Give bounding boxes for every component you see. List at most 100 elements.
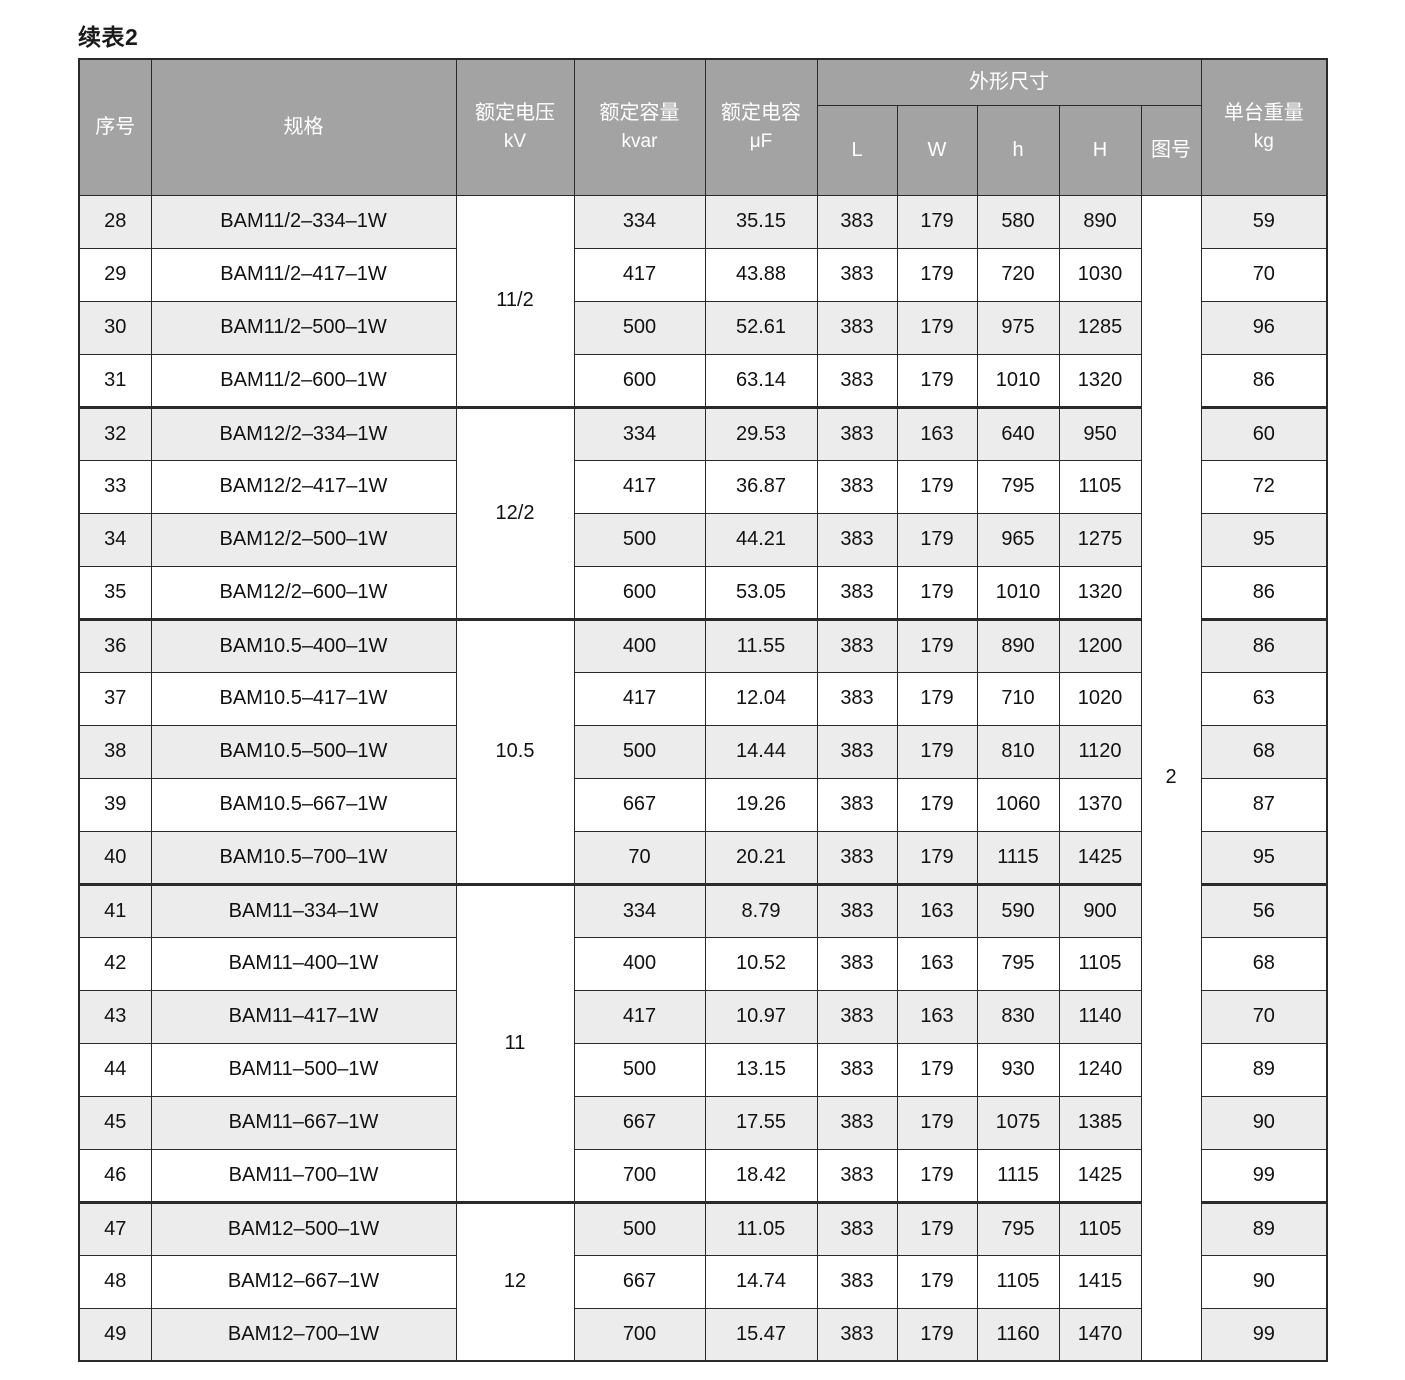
cell-capacity: 417 bbox=[573, 671, 706, 726]
cell-width: 179 bbox=[896, 724, 978, 779]
column-header-length: L bbox=[816, 104, 898, 196]
cell-height-small: 640 bbox=[976, 405, 1060, 461]
cell-height-total: 1105 bbox=[1058, 1200, 1142, 1256]
table-row: 34 BAM12/2–500–1W 500 44.21 383 179 965 1275 95 bbox=[78, 512, 1328, 567]
cell-height-total: 890 bbox=[1058, 194, 1142, 249]
cell-weight: 89 bbox=[1200, 1200, 1328, 1256]
cell-height-total: 1470 bbox=[1058, 1307, 1142, 1362]
cell-spec: BAM11/2–334–1W bbox=[150, 194, 457, 249]
table-row: 29 BAM11/2–417–1W 417 43.88 383 179 720 1030 70 bbox=[78, 247, 1328, 302]
cell-height-small: 795 bbox=[976, 936, 1060, 991]
cell-farad: 36.87 bbox=[704, 459, 818, 514]
cell-height-small: 1010 bbox=[976, 353, 1060, 408]
header-row-primary: 序号 规格 额定电压 kV 额定容量 kvar 额定电容 μF 外形尺寸 单台重… bbox=[78, 58, 1328, 196]
cell-weight: 89 bbox=[1200, 1042, 1328, 1097]
cell-length: 383 bbox=[816, 512, 898, 567]
cell-height-small: 590 bbox=[976, 882, 1060, 938]
cell-length: 383 bbox=[816, 724, 898, 779]
cell-farad: 52.61 bbox=[704, 300, 818, 355]
cell-farad: 11.55 bbox=[704, 617, 818, 673]
column-header-capacity: 额定容量 kvar bbox=[573, 58, 706, 196]
cell-weight: 56 bbox=[1200, 882, 1328, 938]
cell-capacity: 500 bbox=[573, 1042, 706, 1097]
cell-height-small: 1075 bbox=[976, 1095, 1060, 1150]
capacitor-specification-table: 序号 规格 额定电压 kV 额定容量 kvar 额定电容 μF 外形尺寸 单台重… bbox=[78, 58, 1329, 1362]
cell-height-total: 1140 bbox=[1058, 989, 1142, 1044]
cell-length: 383 bbox=[816, 1148, 898, 1203]
cell-capacity: 500 bbox=[573, 1200, 706, 1256]
cell-capacity: 667 bbox=[573, 1254, 706, 1309]
cell-capacity: 334 bbox=[573, 194, 706, 249]
cell-no: 49 bbox=[78, 1307, 152, 1362]
cell-farad: 44.21 bbox=[704, 512, 818, 567]
cell-spec: BAM11/2–417–1W bbox=[150, 247, 457, 302]
cell-width: 179 bbox=[896, 300, 978, 355]
table-row: 28 BAM11/2–334–1W 11/2 334 35.15 383 179 580 890… bbox=[78, 194, 1328, 1362]
cell-weight: 59 bbox=[1200, 194, 1328, 249]
cell-spec: BAM11–334–1W bbox=[150, 882, 457, 938]
cell-length: 383 bbox=[816, 565, 898, 620]
table-row: 32 BAM12/2–334–1W 12/2 334 29.53 383 163 640 950… bbox=[78, 405, 1328, 620]
cell-height-total: 1425 bbox=[1058, 1148, 1142, 1203]
table-row: 42 BAM11–400–1W 400 10.52 383 163 795 1105 68 bbox=[78, 936, 1328, 991]
column-header-voltage-unit: kV bbox=[503, 130, 527, 152]
cell-weight: 68 bbox=[1200, 936, 1328, 991]
cell-height-total: 1105 bbox=[1058, 459, 1142, 514]
cell-voltage: 12 bbox=[455, 1200, 575, 1362]
cell-height-small: 1115 bbox=[976, 1148, 1060, 1203]
cell-no: 40 bbox=[78, 830, 152, 885]
column-header-farad-unit: μF bbox=[749, 130, 773, 152]
cell-no: 46 bbox=[78, 1148, 152, 1203]
cell-weight: 63 bbox=[1200, 671, 1328, 726]
cell-farad: 18.42 bbox=[704, 1148, 818, 1203]
column-header-weight: 单台重量 kg bbox=[1200, 58, 1328, 196]
page-title: 续表2 bbox=[78, 24, 139, 50]
cell-height-total: 1105 bbox=[1058, 936, 1142, 991]
table-row: 38 BAM10.5–500–1W 500 14.44 383 179 810 1120 68 bbox=[78, 724, 1328, 779]
table-row: 35 BAM12/2–600–1W 600 53.05 383 179 1010 1320 86 bbox=[78, 565, 1328, 620]
cell-farad: 13.15 bbox=[704, 1042, 818, 1097]
cell-capacity: 500 bbox=[573, 724, 706, 779]
cell-width: 179 bbox=[896, 353, 978, 408]
cell-no: 39 bbox=[78, 777, 152, 832]
cell-weight: 60 bbox=[1200, 405, 1328, 461]
cell-height-small: 1115 bbox=[976, 830, 1060, 885]
cell-height-small: 830 bbox=[976, 989, 1060, 1044]
cell-spec: BAM10.5–700–1W bbox=[150, 830, 457, 885]
cell-spec: BAM10.5–667–1W bbox=[150, 777, 457, 832]
column-header-farad: 额定电容 μF bbox=[704, 58, 818, 196]
cell-width: 179 bbox=[896, 1095, 978, 1150]
cell-weight: 90 bbox=[1200, 1254, 1328, 1309]
cell-weight: 87 bbox=[1200, 777, 1328, 832]
cell-length: 383 bbox=[816, 671, 898, 726]
cell-length: 383 bbox=[816, 405, 898, 461]
cell-width: 179 bbox=[896, 777, 978, 832]
cell-no: 47 bbox=[78, 1200, 152, 1256]
column-header-height-total: H bbox=[1058, 104, 1142, 196]
cell-capacity: 334 bbox=[573, 882, 706, 938]
cell-capacity: 500 bbox=[573, 300, 706, 355]
cell-capacity: 500 bbox=[573, 512, 706, 567]
cell-spec: BAM11–500–1W bbox=[150, 1042, 457, 1097]
cell-width: 179 bbox=[896, 1254, 978, 1309]
cell-farad: 43.88 bbox=[704, 247, 818, 302]
cell-farad: 63.14 bbox=[704, 353, 818, 408]
cell-height-total: 900 bbox=[1058, 882, 1142, 938]
cell-length: 383 bbox=[816, 989, 898, 1044]
table-row: 44 BAM11–500–1W 500 13.15 383 179 930 1240 89 bbox=[78, 1042, 1328, 1097]
cell-no: 41 bbox=[78, 882, 152, 938]
cell-capacity: 417 bbox=[573, 459, 706, 514]
cell-width: 179 bbox=[896, 194, 978, 249]
table-row: 40 BAM10.5–700–1W 70 20.21 383 179 1115 1425 95 bbox=[78, 830, 1328, 885]
cell-weight: 99 bbox=[1200, 1148, 1328, 1203]
cell-spec: BAM12–700–1W bbox=[150, 1307, 457, 1362]
cell-height-total: 1320 bbox=[1058, 565, 1142, 620]
cell-spec: BAM12–667–1W bbox=[150, 1254, 457, 1309]
cell-height-small: 930 bbox=[976, 1042, 1060, 1097]
cell-capacity: 400 bbox=[573, 936, 706, 991]
cell-length: 383 bbox=[816, 777, 898, 832]
cell-capacity: 400 bbox=[573, 617, 706, 673]
cell-weight: 86 bbox=[1200, 565, 1328, 620]
cell-width: 179 bbox=[896, 671, 978, 726]
